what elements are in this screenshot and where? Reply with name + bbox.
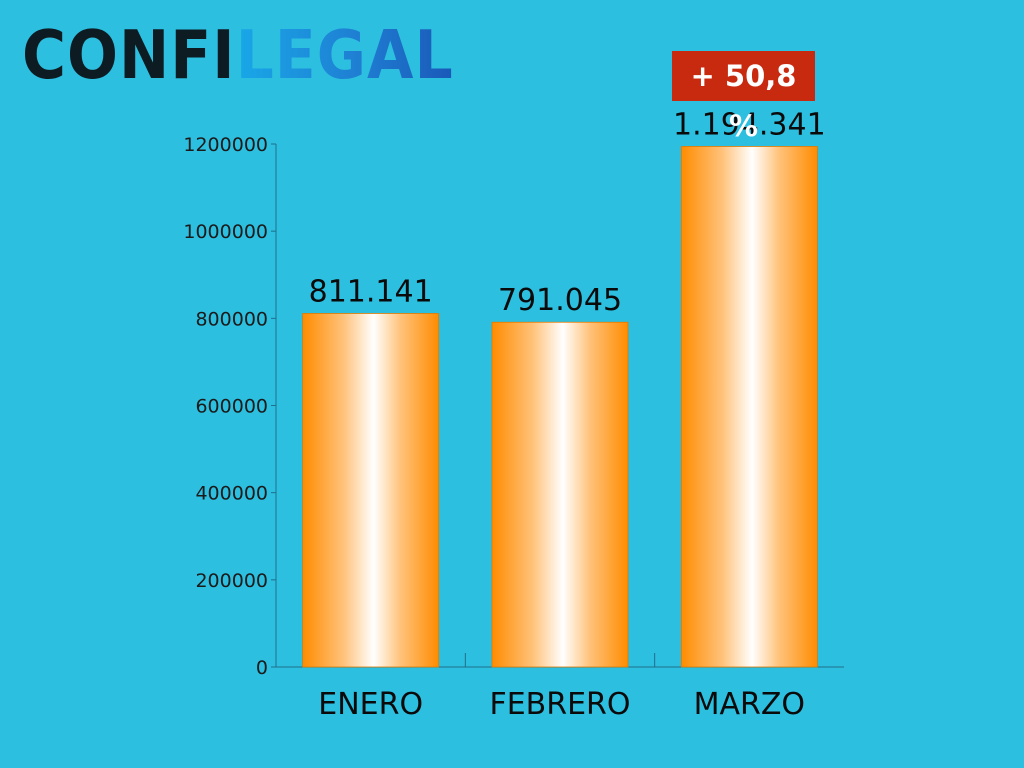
y-tick-label: 1000000 xyxy=(183,221,268,243)
y-tick-label: 0 xyxy=(256,657,268,679)
data-label-marzo: 1.194.341 xyxy=(673,107,826,142)
x-category-label: FEBRERO xyxy=(489,687,630,722)
y-tick-label: 200000 xyxy=(195,570,268,592)
data-label-febrero: 791.045 xyxy=(498,283,622,318)
y-tick-label: 1200000 xyxy=(183,134,268,156)
confilegal-logo: CONFILEGAL xyxy=(22,14,454,97)
logo-part-confi: CONFI xyxy=(22,16,236,95)
y-tick-label: 400000 xyxy=(195,483,268,505)
y-tick-label: 800000 xyxy=(195,308,268,330)
logo-part-legal: LEGAL xyxy=(235,16,454,95)
y-axis-ticks: 0 200000 400000 600000 800000 1000000 1200000 xyxy=(183,134,276,679)
y-tick-label: 600000 xyxy=(195,396,268,418)
bars-group xyxy=(302,146,818,668)
bar-enero xyxy=(302,313,440,668)
bar-febrero xyxy=(491,321,629,668)
bar-marzo xyxy=(680,146,818,668)
growth-badge: + 50,8 % xyxy=(672,51,815,143)
data-label-enero: 811.141 xyxy=(309,274,433,309)
labels-group: 811.141 ENERO 791.045 FEBRERO 1.194.341 MARZO xyxy=(309,107,826,722)
x-category-label: MARZO xyxy=(694,687,805,722)
x-category-label: ENERO xyxy=(318,687,423,722)
